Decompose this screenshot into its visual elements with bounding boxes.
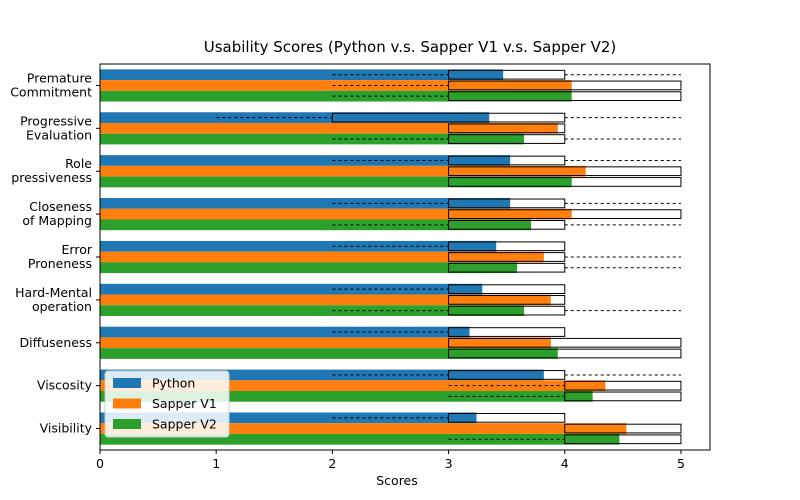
- legend-swatch: [113, 419, 141, 429]
- box-iqr: [448, 219, 566, 230]
- y-tick-label: of Mapping: [22, 213, 92, 228]
- y-tick-label: Closeness: [29, 199, 92, 214]
- bar-sapper-v2: [100, 176, 572, 188]
- x-tick-label: 2: [328, 456, 336, 471]
- box-iqr: [448, 412, 566, 423]
- bar-sapper-v1: [100, 208, 572, 220]
- chart-title: Usability Scores (Python v.s. Sapper V1 …: [204, 38, 616, 56]
- bar-sapper-v1: [100, 165, 586, 177]
- box-iqr: [448, 198, 566, 209]
- bar-sapper-v1: [100, 251, 544, 263]
- box-iqr: [448, 348, 682, 359]
- bar-sapper-v2: [100, 348, 558, 359]
- box-iqr: [448, 134, 566, 144]
- box-iqr: [448, 241, 566, 252]
- y-tick-label: Role: [65, 156, 92, 171]
- boxplot-layer: [216, 69, 682, 445]
- box-iqr: [448, 123, 566, 134]
- plot-frame: [99, 63, 711, 451]
- box-iqr: [448, 284, 566, 295]
- bar-sapper-v1: [100, 80, 572, 91]
- box-iqr: [448, 69, 566, 80]
- bar-python: [100, 369, 544, 381]
- y-tick-label: Progressive: [20, 113, 92, 128]
- y-tick-label: operation: [32, 299, 92, 314]
- box-iqr: [448, 337, 682, 348]
- box-iqr: [564, 434, 682, 445]
- bar-sapper-v1: [100, 122, 558, 134]
- bar-sapper-v2: [100, 90, 572, 102]
- box-iqr: [448, 166, 682, 177]
- legend-swatch: [113, 398, 141, 409]
- y-tick-label: pressiveness: [11, 170, 92, 185]
- bar-python: [100, 326, 470, 338]
- bar-python: [100, 240, 497, 252]
- x-tick-label: 3: [445, 456, 453, 471]
- bar-sapper-v2: [100, 219, 532, 231]
- y-tick-label: Evaluation: [26, 127, 92, 142]
- bar-python: [100, 155, 511, 166]
- box-iqr: [448, 80, 682, 91]
- x-tick-label: 5: [677, 456, 685, 471]
- legend: Python Sapper V1 Sapper V2: [104, 370, 230, 438]
- box-iqr: [448, 252, 566, 262]
- y-tick-label: Commitment: [10, 84, 92, 99]
- y-tick-label: Diffuseness: [20, 335, 92, 350]
- box-iqr: [448, 91, 682, 102]
- y-tick-label: Premature: [27, 70, 92, 85]
- bar-python: [100, 412, 477, 424]
- bar-sapper-v1: [100, 294, 551, 306]
- box-iqr: [448, 305, 566, 316]
- x-axis-label: Scores: [376, 473, 418, 488]
- bar-sapper-v1: [100, 423, 627, 434]
- legend-label: Python: [152, 376, 195, 391]
- box-iqr: [448, 327, 566, 337]
- box-iqr: [448, 295, 566, 305]
- bar-sapper-v2: [100, 262, 518, 274]
- bar-sapper-v2: [100, 433, 620, 445]
- bar-python: [100, 198, 511, 209]
- box-iqr: [448, 177, 682, 187]
- box-iqr: [564, 380, 682, 391]
- box-iqr: [564, 423, 682, 434]
- box-iqr: [448, 262, 566, 273]
- y-tick-label: Hard-Mental: [15, 285, 92, 300]
- bar-sapper-v1: [100, 337, 551, 349]
- legend-swatch: [113, 378, 141, 388]
- x-tick-label: 4: [561, 456, 569, 471]
- x-tick-label: 1: [212, 456, 220, 471]
- y-tick-label: Error: [62, 242, 93, 257]
- legend-label: Sapper V2: [152, 417, 217, 432]
- y-tick-label: Visibility: [40, 421, 93, 436]
- bar-sapper-v1: [100, 380, 606, 392]
- box-iqr: [448, 155, 566, 166]
- bar-sapper-v2: [100, 391, 593, 402]
- box-iqr: [564, 391, 682, 402]
- legend-label: Sapper V1: [152, 396, 217, 411]
- x-tick-label: 0: [96, 456, 104, 471]
- y-tick-label: Proneness: [28, 256, 92, 271]
- y-tick-label: Viscosity: [37, 378, 93, 393]
- bar-sapper-v2: [100, 305, 525, 316]
- box-iqr: [448, 209, 682, 219]
- bar-python: [100, 69, 504, 81]
- bar-python: [100, 283, 483, 295]
- box-iqr: [448, 370, 566, 380]
- bar-sapper-v2: [100, 133, 525, 145]
- box-iqr: [331, 112, 566, 123]
